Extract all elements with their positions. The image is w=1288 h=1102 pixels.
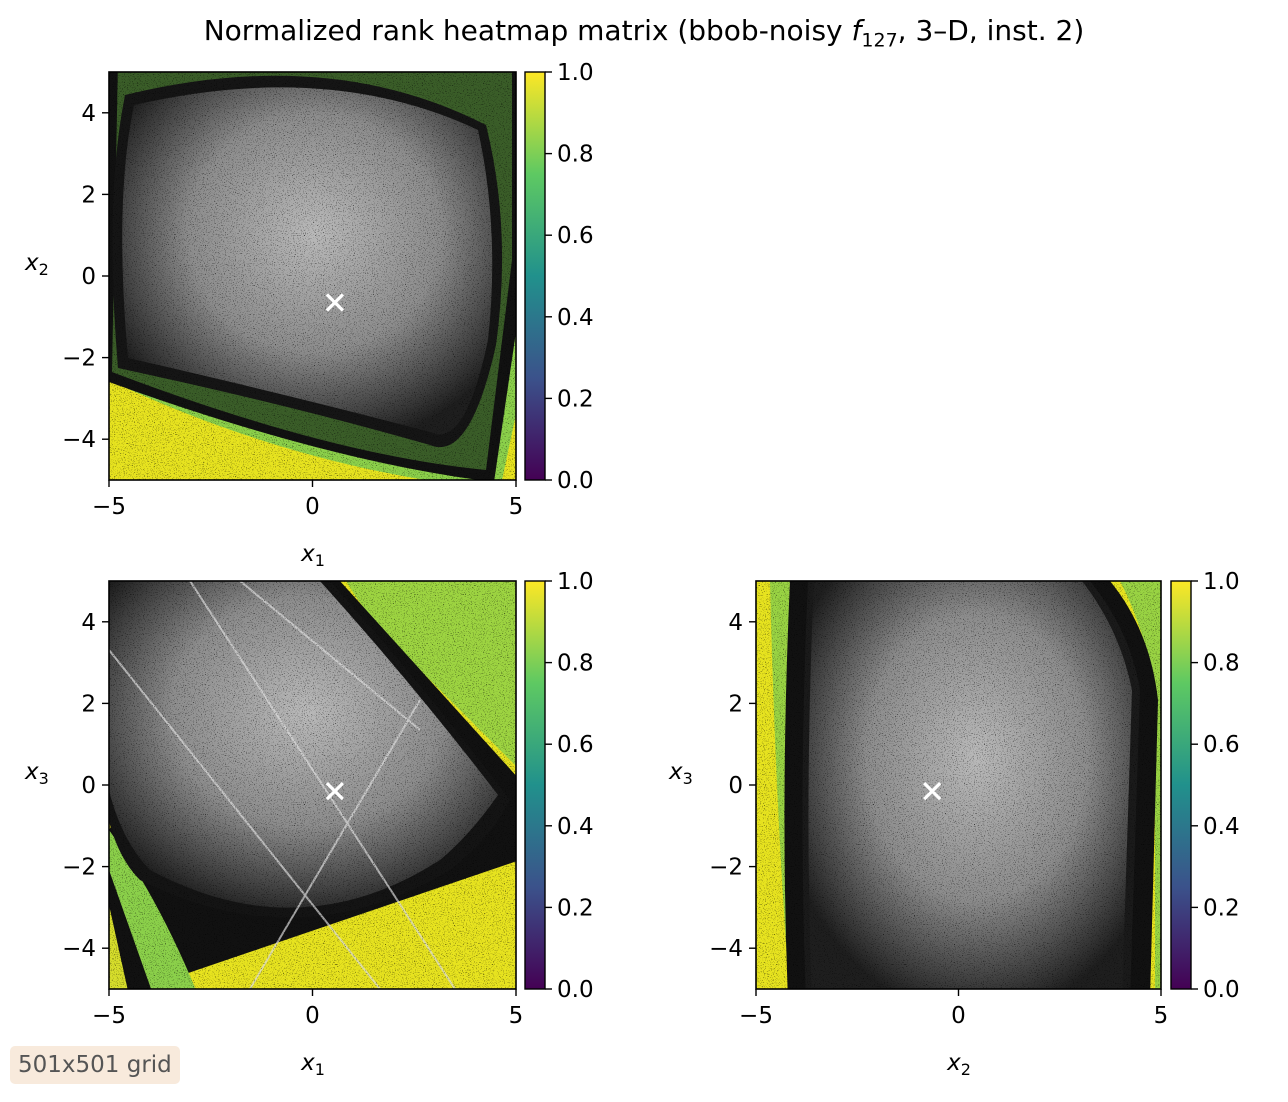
colorbar-tick-label: 0.8 <box>557 651 594 677</box>
optimum-marker-stroke <box>325 781 345 801</box>
heatmap-x1-x2 <box>109 72 516 480</box>
optimum-marker-stroke <box>325 293 345 312</box>
panel-x1-x3: −5 0 5 −4 −2 0 2 4 x1 x3 0.0 0.2 0.4 0.6 0.8 1.0 <box>24 569 594 1079</box>
y-tick-label: 0 <box>728 773 743 799</box>
x-tick-label: 0 <box>305 494 320 520</box>
colorbar-ticks: 0.0 0.2 0.4 0.6 0.8 1.0 <box>1191 569 1240 1003</box>
grid-size-badge: 501x501 grid <box>10 1046 180 1084</box>
x-tick-label: 5 <box>509 1003 524 1029</box>
y-tick-label: 2 <box>81 182 96 208</box>
colorbar-tick-label: 0.6 <box>557 223 594 249</box>
colorbar-tick-label: 0.2 <box>557 386 594 412</box>
y-axis-label: x2 <box>24 250 49 279</box>
axis-ticks: −5 0 5 −4 −2 0 2 4 <box>62 101 523 520</box>
colorbar-tick-label: 0.0 <box>557 468 594 494</box>
colorbar-tick-label: 1.0 <box>1203 569 1240 595</box>
y-tick-label: −2 <box>62 855 96 881</box>
colorbar-tick-label: 0.4 <box>557 305 594 331</box>
axis-ticks: −5 0 5 −4 −2 0 2 4 <box>62 610 523 1029</box>
y-tick-label: −4 <box>62 936 96 962</box>
colorbar <box>1170 580 1192 990</box>
y-tick-label: 4 <box>81 101 96 127</box>
y-tick-label: 2 <box>728 691 743 717</box>
x-axis-label: x1 <box>300 1050 325 1079</box>
x-axis-label: x2 <box>946 1050 971 1079</box>
colorbar-tick-label: 0.4 <box>1203 814 1240 840</box>
heatmap-x1-x3 <box>109 581 516 989</box>
x-tick-label: 0 <box>305 1003 320 1029</box>
y-tick-label: −2 <box>709 855 743 881</box>
y-tick-label: 4 <box>728 610 743 636</box>
x-axis-label: x1 <box>300 541 325 570</box>
optimum-marker <box>325 293 345 312</box>
colorbar-tick-label: 0.2 <box>1203 895 1240 921</box>
colorbar-tick-label: 0.8 <box>557 142 594 168</box>
y-tick-label: −4 <box>62 427 96 453</box>
x-tick-label: 5 <box>1154 1003 1169 1029</box>
colorbar-tick-label: 0.6 <box>557 732 594 758</box>
colorbar-tick-label: 0.4 <box>557 814 594 840</box>
colorbar <box>524 580 546 990</box>
y-tick-label: −2 <box>62 346 96 372</box>
axis-ticks: −5 0 5 −4 −2 0 2 4 <box>709 610 1168 1029</box>
colorbar-tick-label: 0.0 <box>557 977 594 1003</box>
x-tick-label: −5 <box>92 1003 126 1029</box>
x-tick-label: −5 <box>92 494 126 520</box>
y-axis-label: x3 <box>668 759 693 788</box>
y-tick-label: −4 <box>709 936 743 962</box>
y-tick-label: 0 <box>81 773 96 799</box>
x-tick-label: −5 <box>739 1003 773 1029</box>
optimum-marker <box>325 781 345 801</box>
y-tick-label: 2 <box>81 691 96 717</box>
colorbar <box>524 71 546 481</box>
colorbar-ticks: 0.0 0.2 0.4 0.6 0.8 1.0 <box>545 569 594 1003</box>
panel-x2-x3: −5 0 5 −4 −2 0 2 4 x2 x3 0.0 0.2 0.4 0.6 0.8 1.0 <box>668 569 1240 1079</box>
optimum-marker <box>923 781 942 801</box>
x-tick-label: 5 <box>509 494 524 520</box>
x-tick-label: 0 <box>951 1003 966 1029</box>
colorbar-tick-label: 1.0 <box>557 569 594 595</box>
y-tick-label: 4 <box>81 610 96 636</box>
colorbar-tick-label: 1.0 <box>557 60 594 86</box>
colorbar-tick-label: 0.6 <box>1203 732 1240 758</box>
colorbar-ticks: 0.0 0.2 0.4 0.6 0.8 1.0 <box>545 60 594 494</box>
heatmap-x2-x3 <box>756 581 1161 989</box>
colorbar-tick-label: 0.0 <box>1203 977 1240 1003</box>
panel-x1-x2: −5 0 5 −4 −2 0 2 4 x1 x2 0.0 0.2 0.4 0.6 0.8 1.0 <box>24 60 594 570</box>
chart-title: Normalized rank heatmap matrix (bbob-noi… <box>203 14 1085 52</box>
y-tick-label: 0 <box>81 264 96 290</box>
colorbar-tick-label: 0.8 <box>1203 651 1240 677</box>
colorbar-tick-label: 0.2 <box>557 895 594 921</box>
y-axis-label: x3 <box>24 759 49 788</box>
optimum-marker-stroke <box>923 781 942 801</box>
